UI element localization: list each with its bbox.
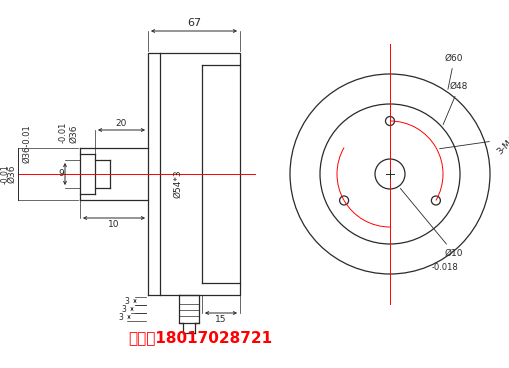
Text: 3: 3 <box>121 304 126 314</box>
Text: -0.01: -0.01 <box>1 164 10 184</box>
Text: Ø36: Ø36 <box>69 124 78 143</box>
Text: 3-M4×10: 3-M4×10 <box>440 120 509 156</box>
Text: Ø36-0.01: Ø36-0.01 <box>22 125 31 163</box>
Text: Ø60: Ø60 <box>445 54 464 89</box>
Text: Ø36: Ø36 <box>7 165 16 183</box>
Text: Ø10: Ø10 <box>401 188 464 258</box>
Text: -0.01: -0.01 <box>59 122 68 143</box>
Text: 20: 20 <box>116 119 127 128</box>
Text: 15: 15 <box>215 315 227 324</box>
Text: 手机：18017028721: 手机：18017028721 <box>128 330 272 346</box>
Text: 3: 3 <box>124 297 129 305</box>
Text: 3: 3 <box>118 312 123 322</box>
Text: 67: 67 <box>187 18 201 28</box>
Text: 10: 10 <box>108 220 120 229</box>
Text: Ø54*3: Ø54*3 <box>174 170 183 198</box>
Text: Ø48: Ø48 <box>443 82 468 125</box>
Text: -0.018: -0.018 <box>432 263 459 272</box>
Text: 9: 9 <box>58 170 64 178</box>
